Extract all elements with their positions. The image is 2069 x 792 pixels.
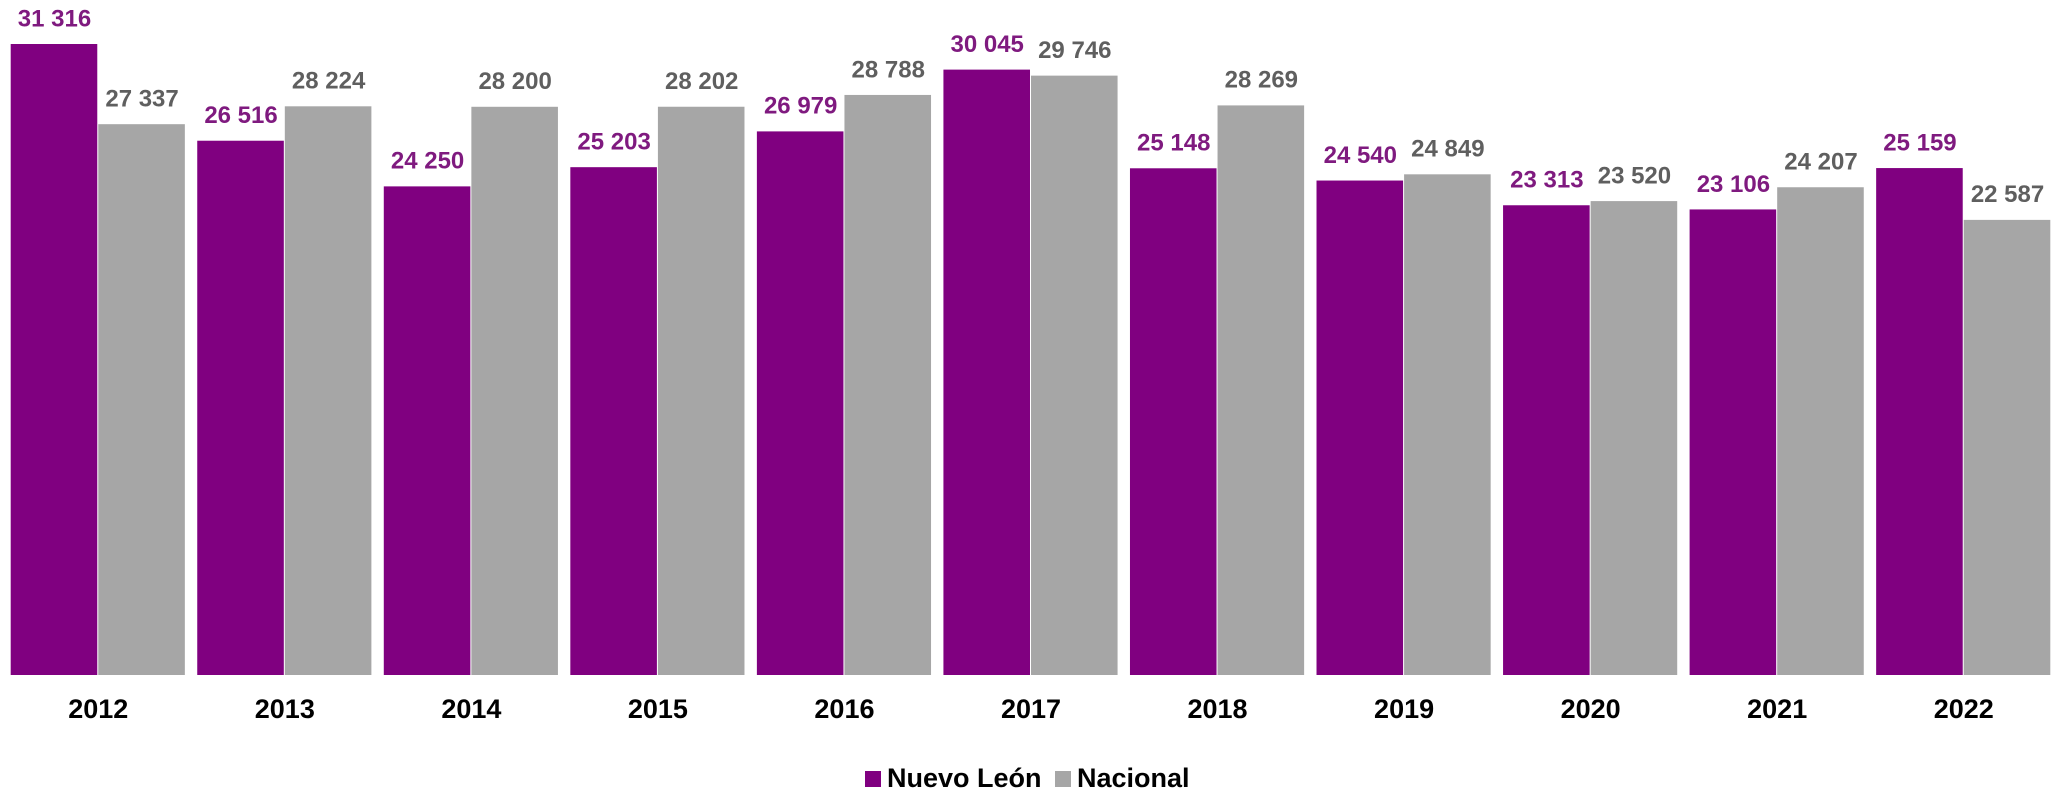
value-label: 30 045 [951, 31, 1024, 58]
bar [1316, 180, 1404, 676]
value-label: 28 269 [1225, 67, 1298, 94]
bar [943, 69, 1030, 676]
value-label: 29 746 [1038, 37, 1111, 64]
value-label: 31 316 [18, 5, 91, 32]
bar [383, 186, 471, 675]
value-label: 24 250 [391, 148, 464, 175]
bar [1129, 168, 1217, 675]
x-tick-label: 2012 [68, 694, 128, 724]
x-tick-label: 2022 [1934, 694, 1994, 724]
bar [1031, 75, 1118, 675]
bar [284, 106, 372, 675]
bar [98, 124, 185, 675]
x-tick-label: 2015 [628, 694, 688, 724]
value-label: 28 202 [665, 68, 738, 95]
legend-swatch [1055, 771, 1071, 787]
legend-swatch [865, 771, 881, 787]
bar [197, 140, 284, 675]
x-tick-label: 2018 [1188, 694, 1248, 724]
bar [657, 106, 745, 676]
value-label: 28 224 [292, 68, 366, 95]
value-label: 23 520 [1598, 162, 1671, 189]
value-label: 27 337 [105, 86, 178, 113]
x-tick-label: 2021 [1747, 694, 1807, 724]
value-label: 25 148 [1137, 130, 1210, 157]
bar [1590, 201, 1678, 676]
legend-label: Nacional [1077, 763, 1190, 792]
value-label: 22 587 [1971, 181, 2044, 208]
x-tick-label: 2014 [441, 694, 501, 724]
bar [1217, 105, 1305, 675]
bar [1689, 209, 1777, 676]
value-label: 24 207 [1784, 149, 1857, 176]
bar [844, 94, 932, 675]
value-label: 28 200 [478, 68, 551, 95]
bar [570, 167, 657, 676]
bar [471, 106, 558, 676]
x-tick-label: 2016 [814, 694, 874, 724]
value-label: 26 516 [204, 102, 277, 129]
bar [10, 44, 98, 675]
x-tick-label: 2019 [1374, 694, 1434, 724]
value-label: 24 849 [1411, 136, 1484, 163]
x-tick-label: 2017 [1001, 694, 1061, 724]
value-label: 23 106 [1697, 171, 1770, 198]
value-label: 25 159 [1883, 129, 1956, 156]
bar [756, 131, 844, 675]
bar [1777, 187, 1864, 675]
bar [1963, 219, 2051, 676]
x-tick-label: 2013 [255, 694, 315, 724]
bar [1876, 168, 1963, 675]
x-tick-label: 2020 [1561, 694, 1621, 724]
legend-label: Nuevo León [887, 763, 1042, 792]
value-label: 25 203 [577, 129, 650, 156]
value-label: 28 788 [852, 56, 925, 83]
value-label: 23 313 [1510, 167, 1583, 194]
value-label: 26 979 [764, 93, 837, 120]
bar [1503, 205, 1590, 676]
value-label: 24 540 [1324, 142, 1397, 169]
bar [1404, 174, 1491, 675]
